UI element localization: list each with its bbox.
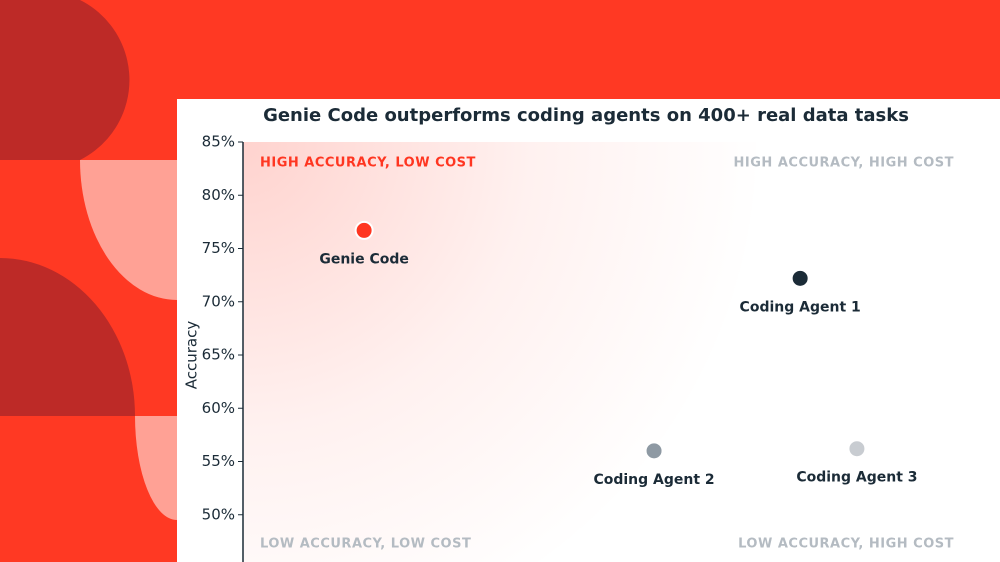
quadrant-label: HIGH ACCURACY, LOW COST <box>260 156 476 171</box>
point-label: Coding Agent 3 <box>796 470 917 486</box>
y-tick-label: 75% <box>202 239 235 257</box>
y-tick-label: 85% <box>202 133 235 151</box>
point-label: Coding Agent 2 <box>593 472 714 488</box>
y-tick-label: 50% <box>202 505 235 523</box>
decor-shape <box>80 160 177 300</box>
y-tick-label: 65% <box>202 346 235 364</box>
chart-title: Genie Code outperforms coding agents on … <box>263 105 909 126</box>
point <box>847 439 867 459</box>
y-tick-label: 55% <box>202 452 235 470</box>
quadrant-label: LOW ACCURACY, LOW COST <box>260 537 471 552</box>
point-label: Coding Agent 1 <box>740 299 861 315</box>
y-tick-label: 80% <box>202 186 235 204</box>
quadrant-label: HIGH ACCURACY, HIGH COST <box>734 156 954 171</box>
decor-shape <box>0 0 130 160</box>
y-axis-label: Accuracy <box>183 321 201 390</box>
decor-shape <box>135 416 177 520</box>
quadrant-label: LOW ACCURACY, HIGH COST <box>738 537 954 552</box>
point <box>790 268 810 288</box>
point <box>354 220 374 240</box>
y-tick-label: 60% <box>202 399 235 417</box>
point-label: Genie Code <box>319 251 409 267</box>
decor-shape <box>0 258 135 416</box>
y-tick-label: 70% <box>202 292 235 310</box>
point <box>644 441 664 461</box>
highlight-gradient <box>243 142 1000 562</box>
